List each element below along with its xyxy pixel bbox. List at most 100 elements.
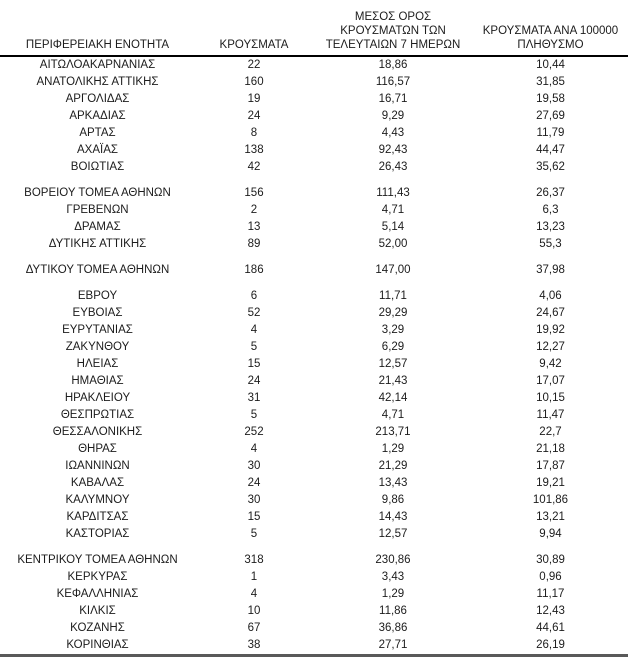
cell-per100k: 26,37 [536,187,565,199]
cell-per100k: 26,19 [473,637,628,657]
cell-per100k: 30,89 [536,554,565,566]
cell-region: ΒΟΙΩΤΙΑΣ [70,161,125,173]
table-row: ΚΑΒΑΛΑΣ 24 13,43 19,21 [0,475,628,492]
cell-per100k: 13,23 [536,221,565,233]
cell-region: ΔΥΤΙΚΟΥ ΤΟΜΕΑ ΑΘΗΝΩΝ [25,264,170,276]
table-row: ΖΑΚΥΝΘΟΥ 5 6,29 12,27 [0,339,628,356]
cell-avg7: 27,71 [313,637,473,657]
cell-cases: 52 [247,307,261,319]
table-row: ΕΥΒΟΙΑΣ 52 29,29 24,67 [0,305,628,322]
col-header-region-label: ΠΕΡΙΦΕΡΕΙΑΚΗ ΕΝΟΤΗΤΑ [25,39,170,51]
cell-avg7: 18,86 [378,59,408,71]
table-row: ΚΑΛΥΜΝΟΥ 30 9,86 101,86 [0,492,628,509]
cell-cases: 67 [247,622,261,634]
cell-per100k: 11,47 [536,409,565,421]
table-row: ΑΡΚΑΔΙΑΣ 24 9,29 27,69 [0,108,628,125]
cell-avg7: 52,00 [378,238,408,250]
table-row: ΗΛΕΙΑΣ 15 12,57 9,42 [0,356,628,373]
table-row: ΚΟΖΑΝΗΣ 67 36,86 44,61 [0,620,628,637]
table-row: ΑΡΤΑΣ 8 4,43 11,79 [0,125,628,142]
cell-cases: 24 [247,375,261,387]
cell-region: ΑΡΤΑΣ [79,127,116,139]
spacer-row [0,543,628,552]
table-row: ΕΥΡΥΤΑΝΙΑΣ 4 3,29 19,92 [0,322,628,339]
cell-per100k: 13,21 [536,511,565,523]
table-row: ΗΜΑΘΙΑΣ 24 21,43 17,07 [0,373,628,390]
cell-avg7: 92,43 [378,144,408,156]
cell-cases: 4 [250,324,258,336]
cell-avg7: 6,29 [381,341,405,353]
cell-avg7: 1,29 [381,443,405,455]
table-row: ΘΕΣΣΑΛΟΝΙΚΗΣ 252 213,71 22,7 [0,424,628,441]
col-header-region: ΠΕΡΙΦΕΡΕΙΑΚΗ ΕΝΟΤΗΤΑ [0,2,195,57]
cell-avg7: 4,71 [381,204,405,216]
cell-per100k: 31,85 [536,76,565,88]
cell-per100k: 24,67 [536,307,565,319]
cell-region: ΚΟΡΙΝΘΙΑΣ [0,637,195,657]
cell-region: ΑΧΑΪΑΣ [77,144,118,156]
cell-region: ΚΑΛΥΜΝΟΥ [65,494,130,506]
cell-cases: 22 [247,59,261,71]
table-row: ΗΡΑΚΛΕΙΟΥ 31 42,14 10,15 [0,390,628,407]
cell-cases: 5 [250,409,258,421]
col-header-avg7-line1: ΜΕΣΟΣ ΟΡΟΣ [354,11,432,23]
cell-region: ΑΙΤΩΛΟΑΚΑΡΝΑΝΙΑΣ [39,59,156,71]
cell-cases: 42 [247,161,261,173]
cell-avg7: 1,29 [381,588,405,600]
cell-region: ΚΕΝΤΡΙΚΟΥ ΤΟΜΕΑ ΑΘΗΝΩΝ [17,554,178,566]
cell-avg7: 12,57 [378,528,408,540]
cell-region: ΚΑΒΑΛΑΣ [70,477,125,489]
col-header-per100k: ΚΡΟΥΣΜΑΤΑ ΑΝΑ 100000 ΠΛΗΘΥΣΜΟ [473,2,628,57]
col-header-avg7: ΜΕΣΟΣ ΟΡΟΣ ΚΡΟΥΣΜΑΤΩΝ ΤΩΝ ΤΕΛΕΥΤΑΙΩΝ 7 Η… [313,2,473,57]
cell-region: ΚΙΛΚΙΣ [79,605,116,617]
table-row: ΘΗΡΑΣ 4 1,29 21,18 [0,441,628,458]
cell-avg7: 14,43 [378,511,408,523]
spacer-cell [0,279,628,288]
cell-per100k: 6,3 [542,204,559,216]
cell-region: ΑΡΓΟΛΙΔΑΣ [65,93,130,105]
cell-per100k: 11,17 [536,588,565,600]
cell-per100k: 4,06 [539,290,562,302]
cell-cases: 252 [244,426,264,438]
cell-cases: 31 [247,392,261,404]
cell-per100k: 21,18 [536,443,565,455]
cell-region: ΕΒΡΟΥ [77,290,118,302]
cell-cases: 30 [247,460,261,472]
cell-per100k: 19,58 [536,93,565,105]
cell-per100k: 37,98 [536,264,565,276]
cell-region: ΚΑΣΤΟΡΙΑΣ [65,528,130,540]
cell-region: ΒΟΡΕΙΟΥ ΤΟΜΕΑ ΑΘΗΝΩΝ [24,187,171,199]
table-row: ΚΑΣΤΟΡΙΑΣ 5 12,57 9,94 [0,526,628,543]
table-row: ΘΕΣΠΡΩΤΙΑΣ 5 4,71 11,47 [0,407,628,424]
cell-avg7: 116,57 [375,76,411,88]
table-body: ΑΙΤΩΛΟΑΚΑΡΝΑΝΙΑΣ 22 18,86 10,44 ΑΝΑΤΟΛΙΚΗΣ Α… [0,56,628,657]
cell-cases: 19 [247,93,261,105]
cell-cases: 24 [247,110,261,122]
cell-per100k: 9,94 [539,528,562,540]
cell-region: ΚΕΡΚΥΡΑΣ [67,571,128,583]
col-header-per100k-line1: ΚΡΟΥΣΜΑΤΑ ΑΝΑ 100000 [482,25,619,37]
cell-cases: 156 [244,187,264,199]
cell-per100k: 9,42 [539,358,562,370]
cell-avg7: 9,86 [381,494,405,506]
cell-region: ΚΑΡΔΙΤΣΑΣ [66,511,129,523]
cell-avg7: 111,43 [376,187,410,199]
col-header-per100k-line2: ΠΛΗΘΥΣΜΟ [517,39,584,51]
cell-region: ΑΝΑΤΟΛΙΚΗΣ ΑΤΤΙΚΗΣ [36,76,159,88]
table-header: ΠΕΡΙΦΕΡΕΙΑΚΗ ΕΝΟΤΗΤΑ ΚΡΟΥΣΜΑΤΑ ΜΕΣΟΣ ΟΡΟ… [0,2,628,57]
cell-avg7: 21,29 [378,460,408,472]
cell-cases: 38 [195,637,313,657]
cell-per100k: 12,43 [536,605,565,617]
table-row: ΚΙΛΚΙΣ 10 11,86 12,43 [0,603,628,620]
cell-avg7: 4,43 [381,127,405,139]
cell-per100k: 10,15 [536,392,565,404]
cell-avg7: 16,71 [378,93,408,105]
cell-per100k: 55,3 [539,238,562,250]
cell-avg7: 4,71 [381,409,405,421]
spacer-cell [0,176,628,185]
cell-region: ΗΜΑΘΙΑΣ [71,375,124,387]
cell-avg7: 29,29 [378,307,408,319]
cell-cases: 30 [247,494,261,506]
col-header-avg7-line2: ΚΡΟΥΣΜΑΤΩΝ ΤΩΝ [340,25,446,37]
